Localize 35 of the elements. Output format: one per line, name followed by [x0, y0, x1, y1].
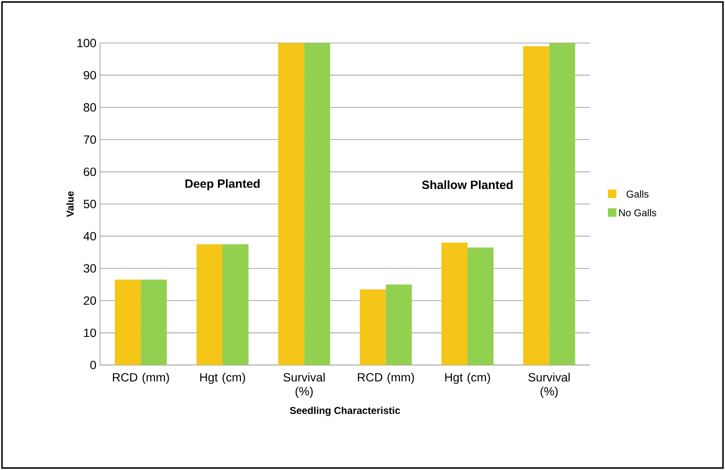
legend-label: No Galls	[619, 208, 656, 216]
annotation: Shallow Planted	[422, 180, 513, 190]
bar	[278, 42, 304, 365]
y-tick-label: 40	[83, 232, 96, 240]
bar	[468, 247, 494, 365]
legend-label: Galls	[626, 190, 648, 198]
x-tick-label: Survival (%)	[283, 372, 325, 398]
bar	[360, 289, 386, 365]
x-tick-label: Hgt (cm)	[445, 372, 490, 384]
y-tick-label: 10	[84, 328, 96, 338]
y-tick-label: 90	[84, 70, 96, 80]
y-tick-label: 70	[84, 135, 96, 144]
bar	[549, 42, 576, 365]
y-tick-label: 80	[84, 103, 96, 112]
x-tick-label: Hgt (cm)	[200, 372, 245, 384]
bar	[140, 280, 167, 365]
annotation: Deep Planted	[185, 179, 260, 190]
bar	[196, 244, 222, 365]
y-tick-label: 100	[77, 38, 96, 48]
y-tick-label: 30	[84, 264, 96, 273]
x-tick-label: Survival (%)	[528, 372, 570, 398]
x-axis-title: Seedling Characteristic	[290, 406, 400, 416]
bar	[304, 42, 330, 365]
bar	[442, 242, 468, 365]
y-tick-label: 50	[84, 200, 96, 208]
y-axis-title: Value	[66, 191, 74, 217]
y-tick-label: 0	[90, 360, 96, 370]
bar	[222, 244, 248, 365]
bar	[114, 280, 141, 365]
bar	[523, 46, 550, 365]
x-tick-label: RCD (mm)	[358, 372, 414, 384]
y-tick-label: 60	[84, 168, 96, 176]
bar	[386, 284, 412, 365]
y-tick-label: 20	[84, 296, 96, 305]
x-tick-label: RCD (mm)	[112, 372, 169, 384]
